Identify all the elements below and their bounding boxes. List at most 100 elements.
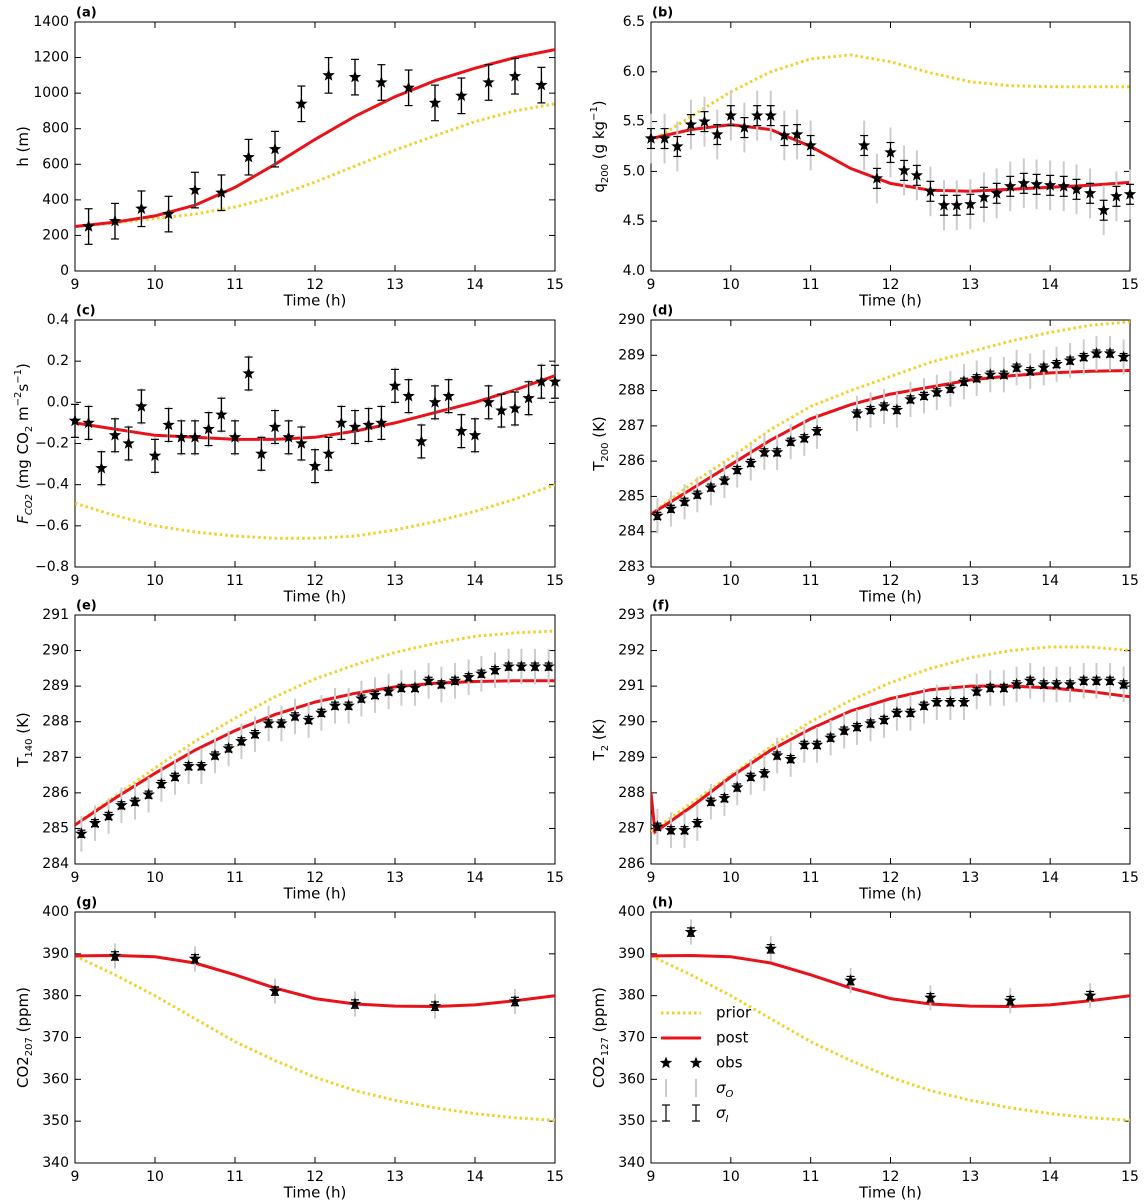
panel: 9 10 11 12 13 14 15 0 200 400 600 800 1000 1200 1400 (a…	[14, 6, 564, 310]
obs-star	[375, 416, 388, 429]
obs-star	[764, 109, 777, 121]
obs-star	[455, 89, 468, 102]
obs-star	[758, 445, 771, 458]
obs-star	[348, 997, 362, 1010]
plot-frame	[74, 614, 556, 865]
label-part: 2	[24, 426, 35, 432]
obs-star	[475, 667, 488, 679]
obs-star	[275, 717, 288, 729]
obs-star	[248, 727, 262, 740]
obs-star	[731, 781, 744, 793]
obs-star	[322, 68, 335, 81]
x-tick-label: 12	[882, 1169, 900, 1185]
x-tick-label: 9	[71, 277, 80, 293]
y-tick-label: 370	[618, 1030, 645, 1046]
obs-star	[268, 984, 282, 997]
obs-star	[864, 717, 877, 729]
x-tick-label: 9	[71, 1169, 80, 1185]
obs-star	[651, 820, 664, 832]
obs-star	[858, 139, 871, 151]
x-tick-label: 15	[1121, 870, 1139, 886]
obs-star	[1037, 677, 1050, 690]
x-tick-label: 15	[546, 870, 564, 886]
obs-star	[664, 502, 678, 514]
obs-star	[910, 168, 923, 181]
x-tick-label: 10	[722, 277, 740, 293]
obs-star	[342, 699, 355, 711]
obs-star	[671, 140, 684, 152]
panel-label: (c)	[76, 304, 96, 319]
panel: 9 10 11 12 13 14 15 286 287 288 289 290 291 292 293 (f)…	[590, 599, 1139, 903]
obs-star	[322, 447, 335, 460]
obs-star	[188, 183, 202, 196]
obs-star	[148, 449, 162, 462]
obs-star	[924, 184, 937, 197]
obs-star	[135, 400, 148, 412]
obs-star	[810, 424, 824, 437]
y-tick-label: 5.5	[623, 114, 645, 130]
obs-star	[388, 379, 402, 392]
obs-star	[1017, 176, 1030, 189]
obs-star	[691, 488, 704, 500]
obs-star	[651, 509, 664, 522]
label-part: 140	[24, 739, 35, 758]
obs-star	[408, 681, 422, 694]
x-tick-label: 10	[146, 573, 164, 589]
panel: 9 10 11 12 13 14 15 340 350 360 370 380 390 400 (g) Tim…	[14, 896, 564, 1202]
y-tick-label: 400	[42, 192, 69, 208]
label-part: −1	[589, 106, 600, 121]
obs-star	[870, 171, 884, 184]
y-tick-label: 289	[618, 347, 645, 363]
x-tick-label: 12	[882, 277, 900, 293]
obs-star	[1103, 674, 1117, 687]
obs-star	[202, 422, 215, 435]
obs-star	[957, 375, 971, 387]
obs-star	[195, 759, 208, 772]
obs-star	[288, 709, 302, 722]
y-tick-label: 380	[618, 988, 645, 1004]
label-part: σ	[716, 1079, 726, 1097]
x-tick-label: 15	[1121, 277, 1139, 293]
obs-star	[402, 389, 415, 402]
x-tick-label: 11	[802, 870, 820, 886]
label-part: 2	[600, 745, 611, 751]
obs-star	[691, 816, 704, 829]
post-line	[75, 953, 555, 1009]
obs-star	[548, 375, 562, 387]
obs-star	[844, 974, 857, 986]
y-tick-label: 287	[42, 749, 69, 765]
obs-star	[242, 367, 255, 379]
label-part: O	[726, 1089, 734, 1100]
x-tick-label: 13	[961, 573, 979, 589]
y-tick-label: 6.0	[623, 64, 645, 80]
obs-star	[1063, 677, 1077, 690]
label-part: s	[14, 384, 32, 392]
legend-label: post	[716, 1029, 749, 1047]
obs-star	[684, 118, 698, 130]
obs-star	[402, 81, 415, 94]
obs-star	[362, 418, 375, 431]
obs-star	[255, 447, 268, 460]
obs-star	[758, 766, 771, 779]
x-tick-label: 10	[146, 277, 164, 293]
obs-star	[704, 795, 718, 807]
y-tick-label: 200	[42, 227, 69, 243]
obs-star	[268, 420, 282, 433]
post-line	[651, 953, 1130, 1009]
obs-star	[698, 115, 711, 127]
obs-star	[1077, 350, 1090, 363]
obs-star	[1090, 347, 1103, 359]
obs-star	[168, 770, 182, 783]
obs-star	[215, 186, 228, 198]
y-tick-label: 291	[42, 607, 69, 623]
obs-star	[838, 724, 851, 736]
obs-star	[904, 706, 917, 719]
obs-star	[1050, 357, 1063, 370]
obs-star	[1030, 177, 1043, 190]
y-tick-label: 289	[42, 678, 69, 694]
label-part: T	[14, 757, 32, 768]
obs-star	[482, 395, 495, 408]
obs-star	[1004, 179, 1017, 192]
obs-star	[1103, 347, 1117, 359]
label-part: )	[14, 363, 32, 369]
